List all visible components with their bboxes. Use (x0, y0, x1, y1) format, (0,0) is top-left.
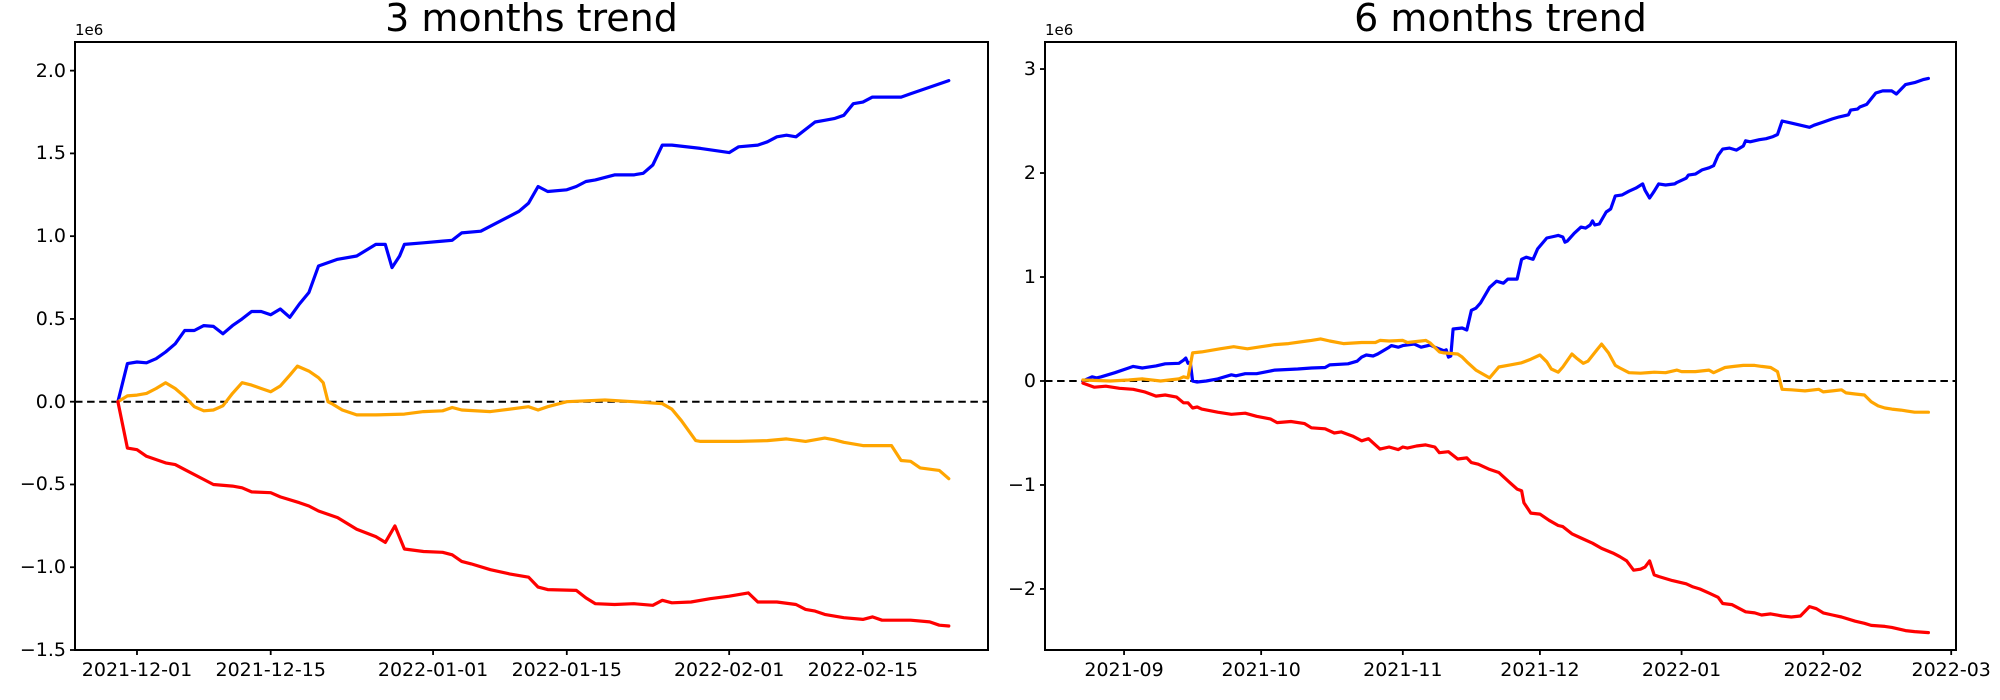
x-tick-label: 2022-02-15 (807, 659, 919, 681)
x-tick-label: 2021-12-15 (215, 659, 326, 681)
y-tick-label: 1 (1023, 266, 1036, 288)
y-tick-label: −1 (1007, 473, 1036, 496)
blue-series-line (1081, 76, 1931, 384)
chart-title-3-months: 3 months trend (385, 0, 678, 40)
x-tick-label: 2022-01 (1641, 659, 1722, 681)
chart-title-6-months: 6 months trend (1354, 0, 1647, 40)
y-tick-label: −1.5 (19, 639, 66, 661)
y-tick-label: 2 (1023, 162, 1036, 185)
y-tick-label: −1.0 (19, 556, 66, 579)
plot-box-spines (1044, 41, 1957, 651)
x-tick-label: 2022-02-01 (673, 659, 785, 681)
x-tick-label: 2021-10 (1221, 659, 1301, 681)
x-tick-label: 2021-11 (1363, 659, 1443, 681)
y-axis-offset-label-left: 1e6 (75, 21, 104, 39)
red-series-line (116, 400, 951, 628)
x-tick-label: 2022-01-01 (377, 659, 489, 681)
x-tick-label: 2022-01-15 (511, 659, 622, 681)
x-tick-label: 2022-03 (1911, 659, 1991, 681)
y-tick-label: 1.0 (35, 225, 66, 248)
x-tick-label: 2021-09 (1084, 659, 1164, 681)
x-tick-label: 2021-12 (1500, 659, 1580, 681)
red-series-line (1081, 381, 1931, 635)
x-tick-label: 2021-12-01 (81, 659, 193, 681)
y-tick-label: 0.5 (35, 307, 66, 330)
orange-series-line (1081, 337, 1931, 414)
y-tick-label: 3 (1023, 58, 1036, 81)
blue-series-line (116, 78, 951, 404)
y-tick-label: 0.0 (35, 390, 66, 413)
y-axis-offset-label-right: 1e6 (1045, 21, 1074, 39)
y-tick-label: −0.5 (19, 473, 66, 496)
orange-series-line (116, 364, 951, 481)
y-tick-label: 2.0 (35, 59, 66, 82)
x-tick-label: 2022-02 (1783, 659, 1863, 681)
y-tick-label: 1.5 (35, 142, 66, 165)
y-tick-label: −2 (1007, 577, 1036, 600)
plot-box-spines (74, 41, 989, 651)
y-tick-label: 0 (1023, 369, 1036, 392)
